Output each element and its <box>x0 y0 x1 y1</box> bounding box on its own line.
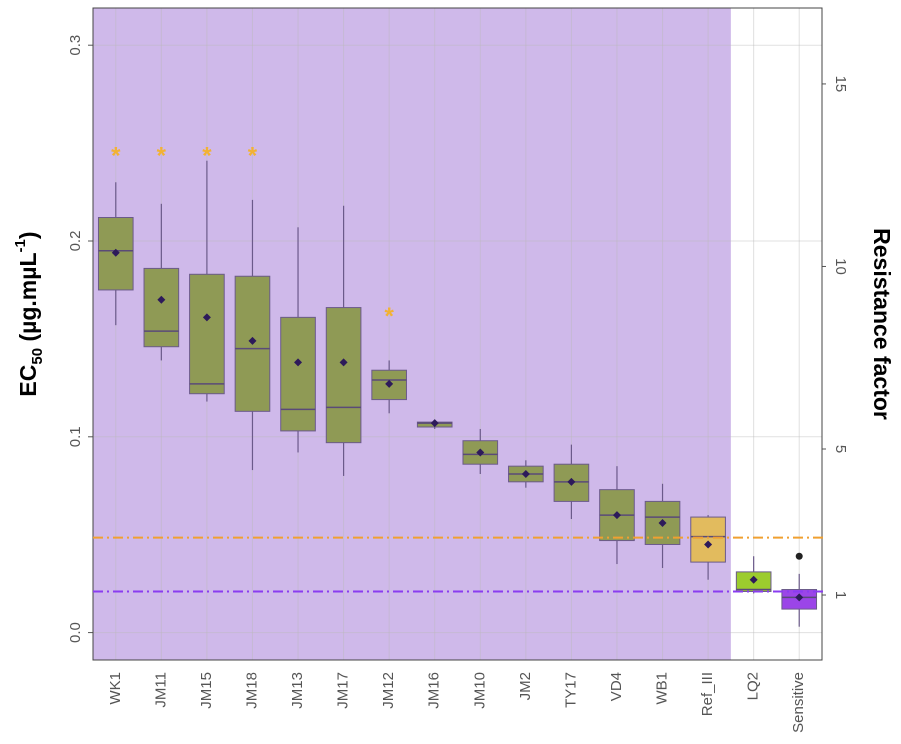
mean-marker <box>248 336 257 345</box>
x-tick-label: JM12 <box>380 672 397 709</box>
mean-marker <box>658 518 667 527</box>
y-axis-label-part: 50 <box>29 348 46 365</box>
mean-marker <box>202 313 211 322</box>
mean-marker <box>339 358 348 367</box>
outlier <box>795 552 803 560</box>
y2-axis-label: Resistance factor <box>869 228 895 420</box>
x-tick-label: WK1 <box>107 672 124 705</box>
x-tick-label: LQ2 <box>745 672 762 700</box>
y-tick-label: 0.0 <box>67 622 84 643</box>
y-tick-label: 0.1 <box>67 426 84 447</box>
mean-marker <box>430 419 439 428</box>
mean-marker <box>567 477 576 486</box>
mean-marker <box>385 379 394 388</box>
highlight-region <box>93 8 731 660</box>
y2-tick-label: 15 <box>832 76 849 93</box>
y2-tick-label: 5 <box>832 445 849 453</box>
x-tick-label: JM2 <box>517 672 534 700</box>
mean-marker <box>521 469 530 478</box>
y-axis-label-part: (µg.mµL <box>15 252 41 348</box>
box <box>280 316 316 432</box>
mean-marker <box>157 295 166 304</box>
x-tick-label: JM11 <box>152 672 169 708</box>
annotation: * <box>157 142 167 169</box>
y-axis-label-part: ) <box>15 231 41 239</box>
mean-marker <box>704 540 713 549</box>
mean-marker <box>749 575 758 584</box>
mean-marker <box>612 511 621 520</box>
plot-frame <box>92 7 823 661</box>
annotation: * <box>248 142 258 169</box>
box <box>690 516 726 563</box>
box <box>143 267 180 348</box>
mean-marker <box>476 448 485 457</box>
x-tick-label: JM16 <box>426 672 443 709</box>
annotation: * <box>202 142 212 169</box>
annotation: * <box>111 142 121 169</box>
annotation: * <box>384 303 394 330</box>
x-tick-label: JM18 <box>243 672 260 709</box>
y-tick-label: 0.3 <box>67 35 84 56</box>
x-tick-label: VD4 <box>608 672 625 701</box>
y-axis-label: EC50 (µg.mµL-1) <box>12 231 46 396</box>
y2-tick-label: 1 <box>832 591 849 599</box>
y-axis-label-part: -1 <box>12 239 29 252</box>
x-tick-label: JM17 <box>335 672 352 709</box>
box <box>189 273 225 395</box>
x-tick-label: JM15 <box>198 672 215 709</box>
y-tick-label: 0.2 <box>67 231 84 252</box>
x-tick-label: Sensitive <box>790 672 807 733</box>
y-axis-label-part: EC <box>15 365 41 397</box>
mean-marker <box>795 593 804 602</box>
y2-tick-label: 10 <box>832 258 849 275</box>
mean-marker <box>294 358 303 367</box>
mean-marker <box>111 248 120 257</box>
x-tick-label: JM13 <box>289 672 306 709</box>
x-tick-label: Ref_III <box>699 672 716 716</box>
box <box>325 307 362 444</box>
x-tick-label: TY17 <box>562 672 579 708</box>
x-tick-label: WB1 <box>654 672 671 705</box>
x-tick-label: JM10 <box>471 672 488 709</box>
